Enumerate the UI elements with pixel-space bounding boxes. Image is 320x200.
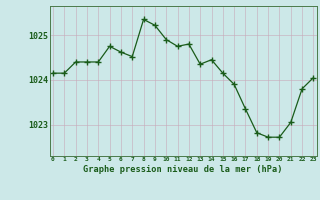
- X-axis label: Graphe pression niveau de la mer (hPa): Graphe pression niveau de la mer (hPa): [84, 165, 283, 174]
